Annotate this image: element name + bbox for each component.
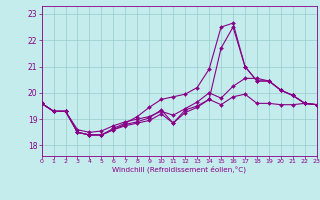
X-axis label: Windchill (Refroidissement éolien,°C): Windchill (Refroidissement éolien,°C) <box>112 166 246 173</box>
